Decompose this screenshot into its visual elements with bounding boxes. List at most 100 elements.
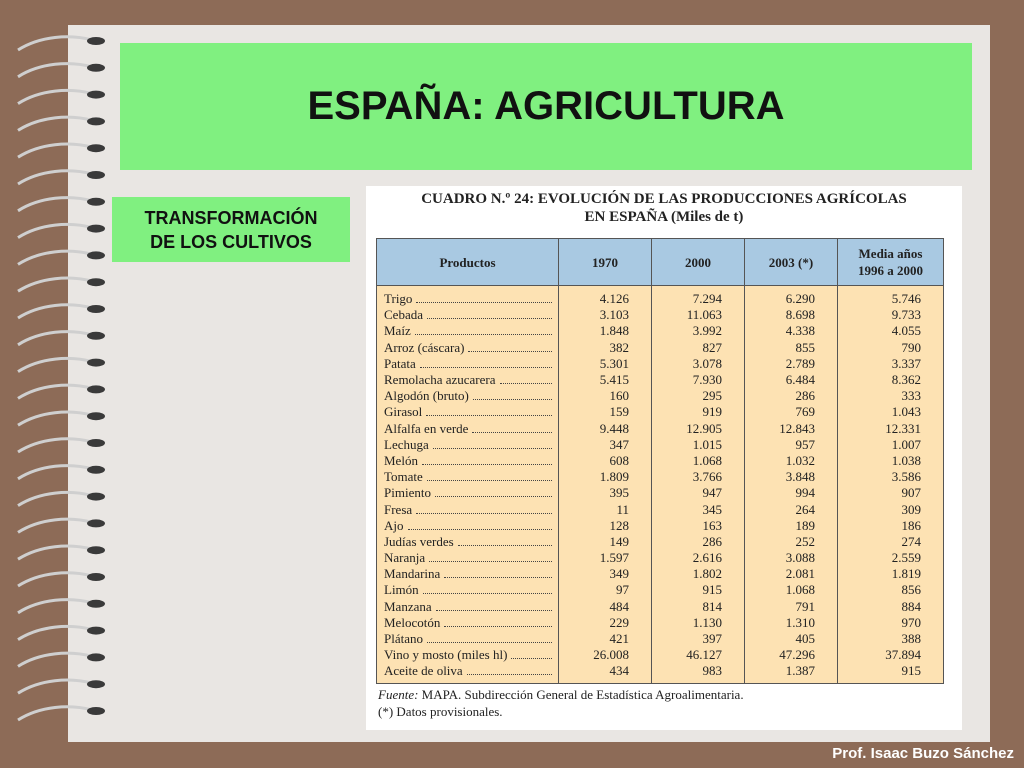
table-row: Vino y mosto (miles hl) 26.008 46.127 47.29… bbox=[376, 647, 944, 664]
spiral-hole bbox=[87, 573, 105, 581]
data-table: Productos 1970 2000 2003 (*) Media años 1996 … bbox=[376, 238, 944, 684]
value-cell: 1.387 bbox=[744, 663, 838, 684]
value-cell: 97 bbox=[558, 582, 652, 599]
product-cell: Manzana bbox=[376, 598, 559, 615]
spiral-hole bbox=[87, 492, 105, 501]
product-name: Mandarina bbox=[384, 566, 441, 582]
product-name: Ajo bbox=[384, 517, 404, 533]
value-cell: 915 bbox=[651, 582, 745, 599]
dot-leader bbox=[472, 421, 552, 433]
dot-leader bbox=[416, 291, 552, 304]
value-cell: 252 bbox=[744, 533, 838, 550]
spiral-hole bbox=[87, 412, 105, 421]
leader-wrap: Girasol bbox=[384, 404, 558, 420]
value-cell: 1.819 bbox=[837, 566, 944, 583]
table-row: Trigo 4.126 7.294 6.290 5.746 bbox=[376, 285, 944, 308]
dot-leader bbox=[511, 647, 552, 660]
spiral-hole bbox=[87, 197, 105, 206]
table-row: Remolacha azucarera 5.415 7.930 6.484 8.362 bbox=[376, 371, 944, 389]
spiral-hole bbox=[87, 653, 105, 662]
dot-leader bbox=[432, 437, 552, 449]
leader-wrap: Patata bbox=[384, 356, 558, 372]
value-cell: 421 bbox=[558, 630, 652, 648]
dot-leader bbox=[444, 615, 552, 627]
spiral-wire bbox=[17, 437, 93, 454]
product-cell: Naranja bbox=[376, 550, 559, 567]
value-cell: 149 bbox=[558, 533, 652, 550]
spiral-wire bbox=[17, 303, 93, 320]
product-name: Fresa bbox=[384, 501, 413, 517]
spiral-wire bbox=[17, 142, 93, 159]
table-title-line: EN ESPAÑA (Miles de t) bbox=[584, 209, 744, 225]
value-cell: 345 bbox=[651, 501, 745, 518]
spiral-hole bbox=[87, 680, 105, 689]
product-name: Remolacha azucarera bbox=[384, 372, 496, 388]
source-label: Fuente: bbox=[378, 687, 419, 702]
dot-leader bbox=[499, 372, 552, 385]
spiral-hole bbox=[87, 331, 105, 340]
spiral-wire bbox=[17, 383, 93, 400]
value-cell: 856 bbox=[837, 582, 944, 599]
leader-wrap: Plátano bbox=[384, 631, 558, 647]
column-header: 1970 bbox=[558, 238, 652, 286]
source-line: Fuente: MAPA. Subdirección General de Es… bbox=[378, 686, 744, 703]
product-name: Melón bbox=[384, 452, 418, 468]
leader-wrap: Ajo bbox=[384, 518, 558, 534]
table-row: Melón 608 1.068 1.032 1.038 bbox=[376, 452, 944, 470]
leader-wrap: Tomate bbox=[384, 469, 558, 485]
column-header-line: Media años bbox=[858, 246, 923, 261]
product-cell: Patata bbox=[376, 355, 559, 372]
value-cell: 884 bbox=[837, 598, 944, 615]
spiral-hole bbox=[87, 599, 105, 608]
product-name: Melocotón bbox=[384, 614, 441, 630]
leader-wrap: Mandarina bbox=[384, 566, 558, 582]
spiral-wire bbox=[17, 249, 93, 266]
spiral-wire bbox=[17, 276, 93, 293]
spiral-wire bbox=[17, 196, 93, 213]
value-cell: 160 bbox=[558, 388, 652, 405]
dot-leader bbox=[421, 453, 552, 465]
dot-leader bbox=[426, 404, 552, 417]
dot-leader bbox=[414, 323, 552, 336]
value-cell: 1.068 bbox=[651, 452, 745, 470]
value-cell: 434 bbox=[558, 663, 652, 684]
spiral-wire bbox=[17, 651, 93, 668]
spiral-wire bbox=[17, 517, 93, 534]
value-cell: 47.296 bbox=[744, 647, 838, 664]
dot-leader bbox=[435, 599, 552, 611]
product-name: Manzana bbox=[384, 598, 432, 614]
value-cell: 1.130 bbox=[651, 614, 745, 631]
product-cell: Trigo bbox=[376, 285, 559, 308]
leader-wrap: Maíz bbox=[384, 323, 558, 339]
leader-wrap: Fresa bbox=[384, 502, 558, 518]
product-name: Pimiento bbox=[384, 485, 431, 501]
column-header: 2000 bbox=[651, 238, 745, 286]
spiral-hole bbox=[87, 626, 105, 635]
product-cell: Tomate bbox=[376, 469, 559, 486]
column-header-line: 1996 a 2000 bbox=[858, 263, 923, 278]
value-cell: 1.015 bbox=[651, 436, 745, 453]
spiral-wire bbox=[17, 35, 93, 52]
leader-wrap: Alfalfa en verde bbox=[384, 421, 558, 437]
table-row: Algodón (bruto) 160 295 286 333 bbox=[376, 388, 944, 405]
spiral-hole bbox=[87, 546, 105, 555]
value-cell: 388 bbox=[837, 630, 944, 648]
value-cell: 274 bbox=[837, 533, 944, 550]
subtitle-line: DE LOS CULTIVOS bbox=[150, 231, 312, 252]
product-name: Arroz (cáscara) bbox=[384, 339, 465, 355]
spiral-wire bbox=[17, 490, 93, 507]
product-name: Maíz bbox=[384, 323, 411, 339]
product-name: Limón bbox=[384, 582, 419, 598]
dot-leader bbox=[444, 566, 552, 579]
table-figure: CUADRO N.º 24: EVOLUCIÓN DE LAS PRODUCCI… bbox=[366, 186, 962, 730]
product-name: Cebada bbox=[384, 307, 423, 323]
value-cell: 163 bbox=[651, 517, 745, 534]
product-cell: Lechuga bbox=[376, 436, 559, 453]
dot-leader bbox=[422, 582, 552, 595]
spiral-hole bbox=[87, 278, 105, 287]
product-cell: Cebada bbox=[376, 307, 559, 324]
value-cell: 295 bbox=[651, 388, 745, 405]
product-cell: Algodón (bruto) bbox=[376, 388, 559, 405]
value-cell: 2.789 bbox=[744, 355, 838, 372]
value-cell: 1.068 bbox=[744, 582, 838, 599]
